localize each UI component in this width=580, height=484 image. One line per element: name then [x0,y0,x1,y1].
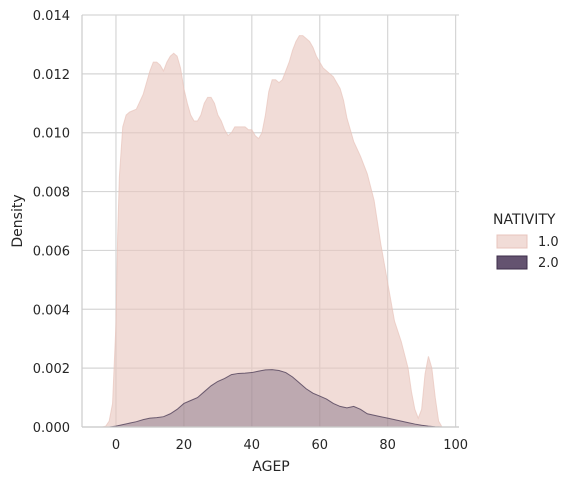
y-tick-label: 0.012 [33,68,70,83]
y-tick-label: 0.004 [33,303,70,318]
x-tick-label: 20 [176,438,193,453]
x-axis-label: AGEP [252,459,289,475]
legend: NATIVITY 1.0 2.0 [493,212,559,271]
y-axis-label: Density [10,194,26,247]
series-areas [102,35,443,428]
y-tick-label: 0.006 [33,244,70,259]
legend-swatch [496,234,528,249]
x-tick-label: 0 [112,438,120,453]
density-area-nativity-1-0 [102,35,443,428]
x-tick-label: 80 [379,438,396,453]
x-tick-label: 60 [311,438,328,453]
axes-frame [81,15,459,428]
y-tick-label: 0.002 [33,362,70,377]
legend-item-label: 2.0 [538,256,559,271]
legend-title: NATIVITY [493,212,556,228]
y-tick-label: 0.010 [33,127,70,142]
legend-swatch [496,255,528,270]
y-tick-label: 0.008 [33,186,70,201]
x-tick-label: 40 [244,438,261,453]
x-tick-label: 100 [443,438,468,453]
legend-item-label: 1.0 [538,235,559,250]
density-area-nativity-2-0 [109,369,443,428]
y-tick-label: 0.014 [33,9,70,24]
tick-labels: 0 20 40 60 80 100 0.000 0.002 0.004 0.006 0.008 0.0… [33,9,468,453]
y-tick-label: 0.000 [33,421,70,436]
